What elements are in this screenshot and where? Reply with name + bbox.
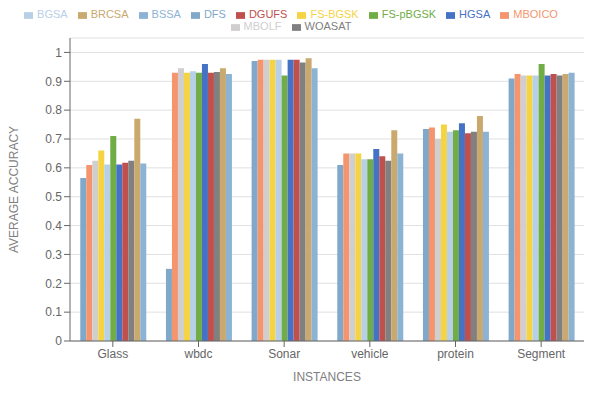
svg-text:Segment: Segment [517, 347, 566, 361]
html-text:WOASAT: WOASAT [304, 20, 352, 32]
svg-text:1: 1 [55, 46, 62, 60]
svg-text:wbdc: wbdc [183, 347, 212, 361]
svg-text:Glass: Glass [97, 347, 128, 361]
svg-text:0.5: 0.5 [45, 190, 62, 204]
svg-text:INSTANCES: INSTANCES [293, 370, 361, 384]
html-text:HGSA: HGSA [459, 8, 491, 20]
html-text:FS-pBGSK: FS-pBGSK [381, 8, 437, 20]
html-text:MBOICO: MBOICO [513, 8, 558, 20]
html-text:FS-BGSK: FS-BGSK [310, 8, 359, 20]
svg-text:0.9: 0.9 [45, 75, 62, 89]
html-text:MBOLF: MBOLF [243, 20, 282, 32]
svg-text:vehicle: vehicle [351, 347, 389, 361]
html-text:BRCSA: BRCSA [90, 8, 129, 20]
svg-text:protein: protein [437, 347, 474, 361]
svg-text:0.7: 0.7 [45, 132, 62, 146]
svg-text:0: 0 [55, 334, 62, 348]
html-text:BGSA: BGSA [37, 8, 68, 20]
svg-text:0.3: 0.3 [45, 248, 62, 262]
html-text:DFS: DFS [203, 8, 226, 20]
svg-text:0.8: 0.8 [45, 103, 62, 117]
svg-text:AVERAGE ACCURACY: AVERAGE ACCURACY [8, 126, 21, 253]
svg-text:0.4: 0.4 [45, 219, 62, 233]
svg-text:0.1: 0.1 [45, 305, 62, 319]
svg-text:0.2: 0.2 [45, 277, 62, 291]
svg-text:Sonar: Sonar [268, 347, 300, 361]
html-text:DGUFS: DGUFS [248, 8, 288, 20]
html-text:BSSA: BSSA [151, 8, 181, 20]
svg-text:0.6: 0.6 [45, 161, 62, 175]
